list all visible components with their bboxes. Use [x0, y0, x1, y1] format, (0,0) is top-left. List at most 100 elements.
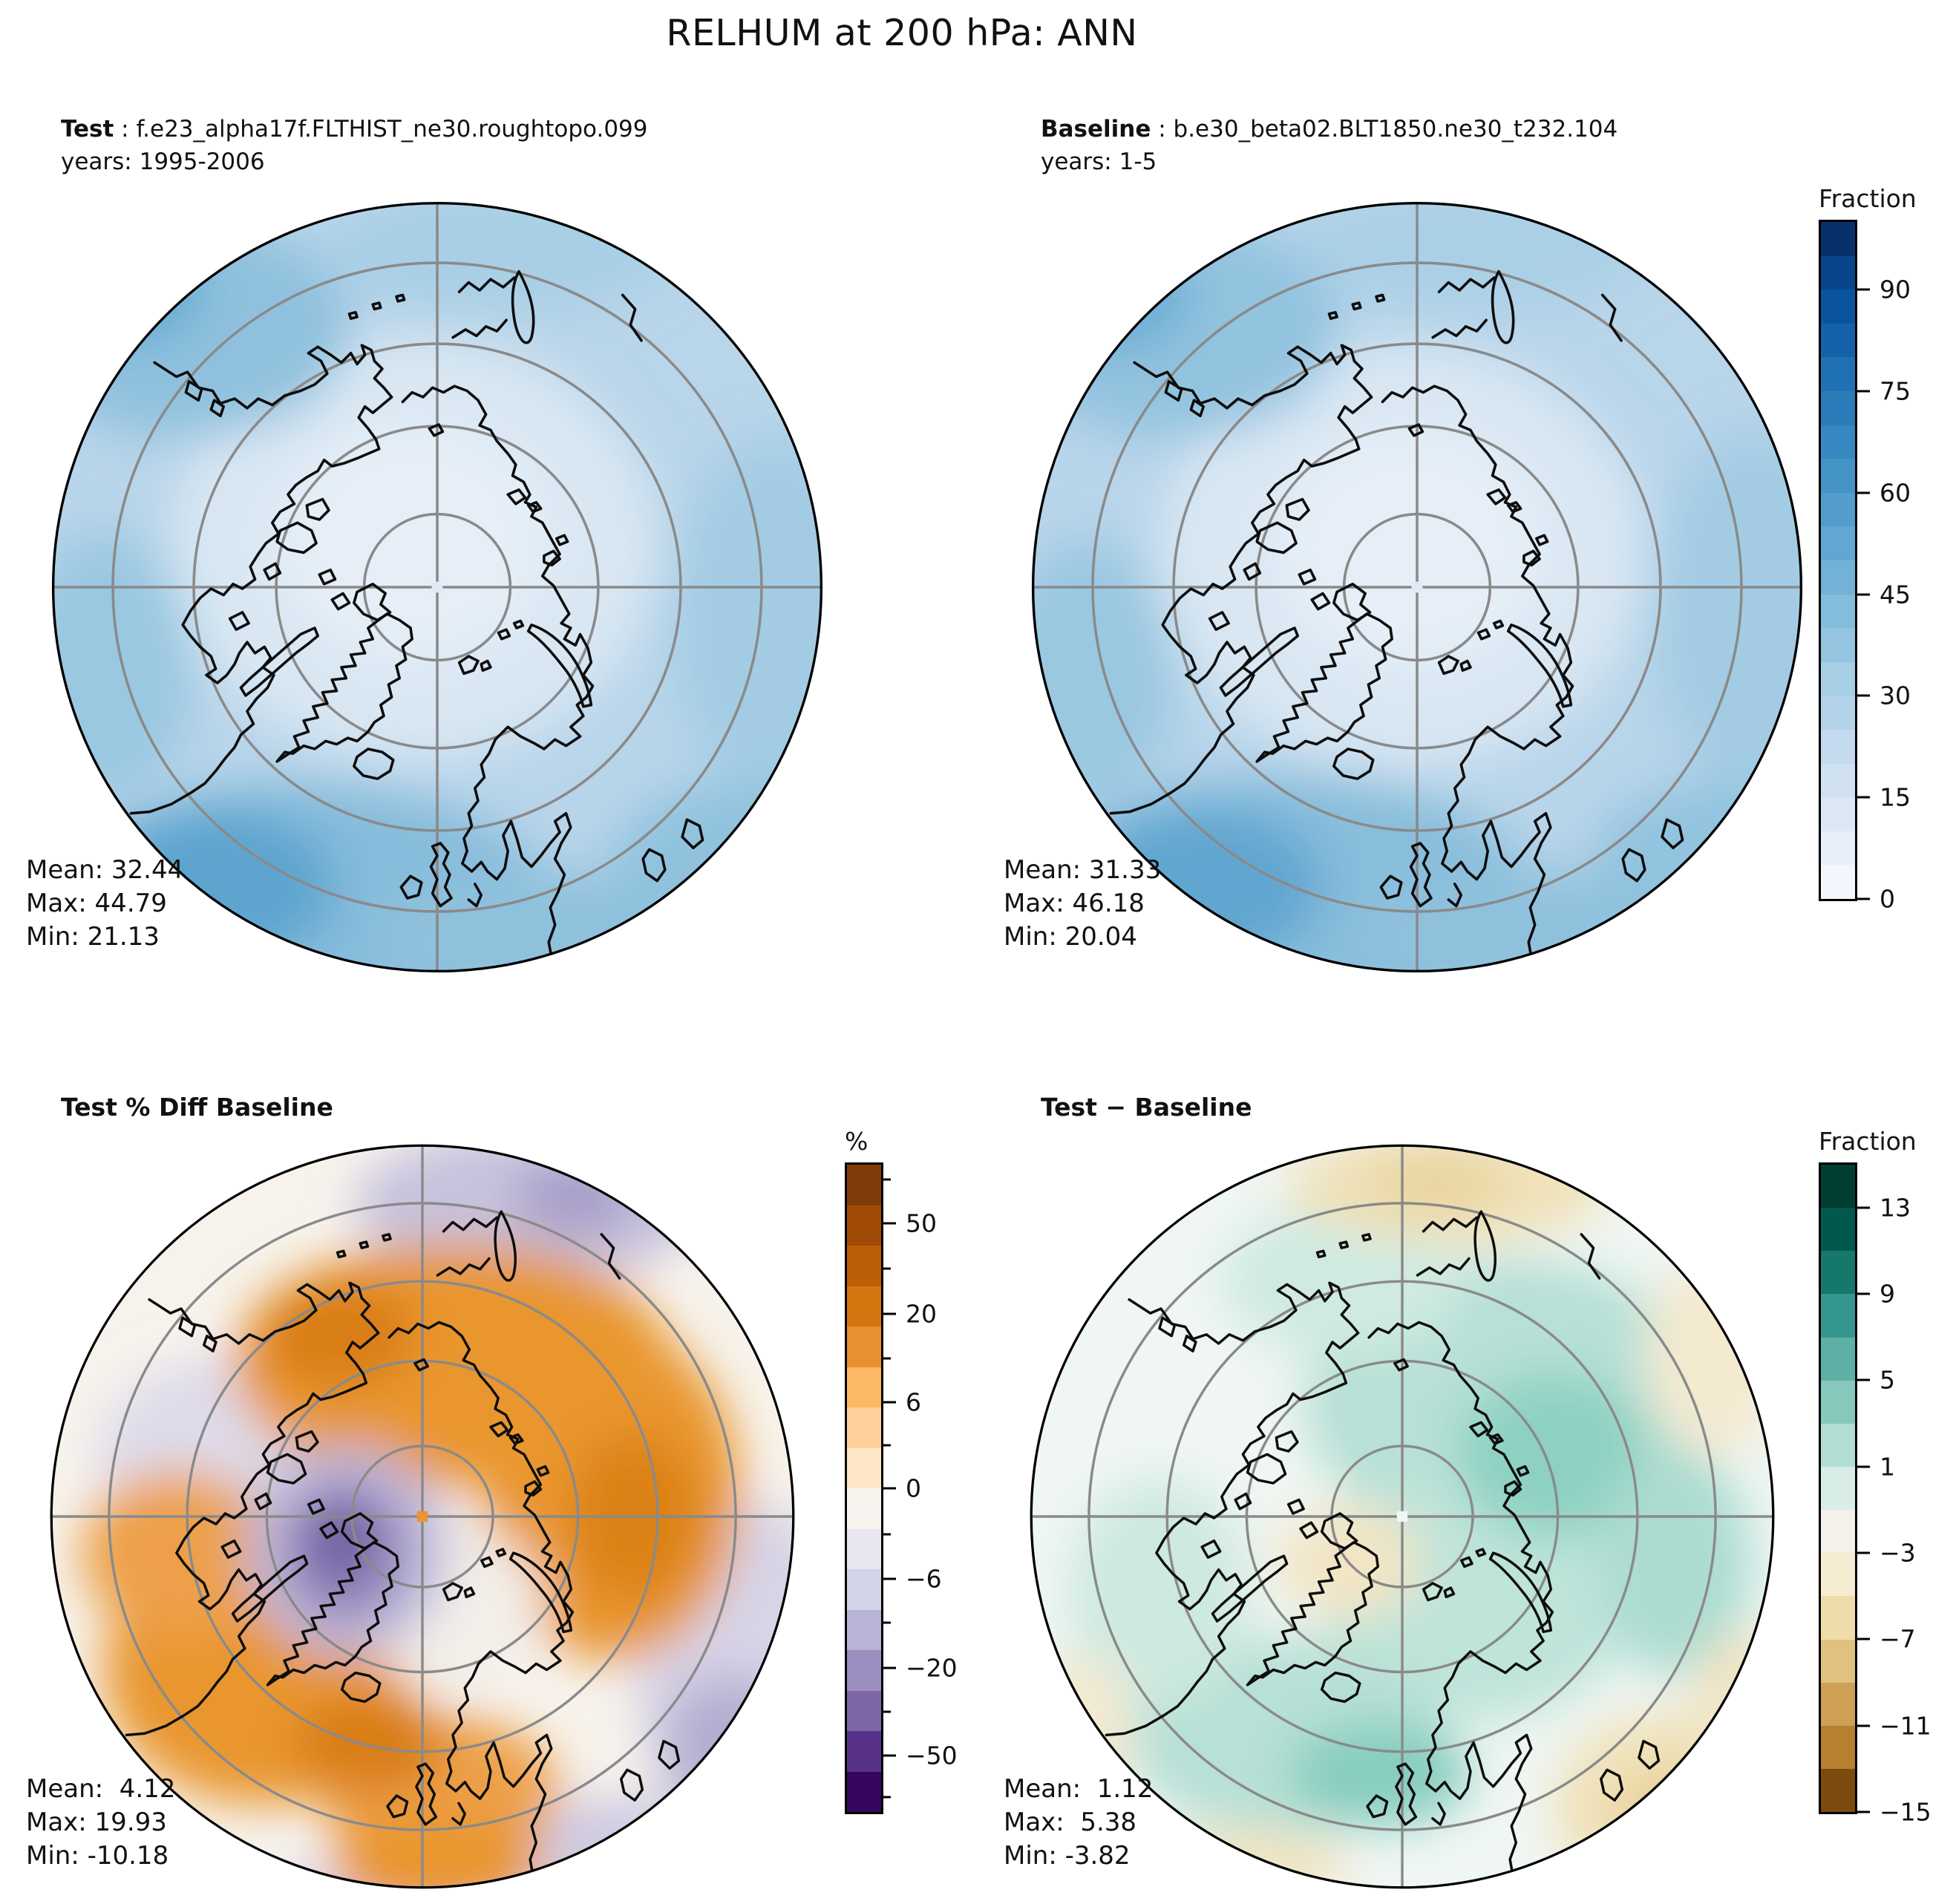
colorbar-tick [1857, 1378, 1870, 1381]
pct-diff-max: Max: 19.93 [26, 1808, 167, 1837]
colorbar-tick [883, 1487, 896, 1490]
colorbar-bar [845, 1162, 883, 1814]
colorbar-tick [1857, 390, 1870, 393]
pct-diff-title: Test % Diff Baseline [61, 1093, 333, 1122]
colorbar-tick-label: 5 [1880, 1365, 1895, 1395]
colorbar-tick-label: 60 [1880, 478, 1911, 508]
colorbar-tick-label: 13 [1880, 1193, 1911, 1223]
colorbar-segment [1821, 729, 1855, 764]
test-header: Test : f.e23_alpha17f.FLTHIST_ne30.rough… [61, 113, 648, 178]
test-min: Min: 21.13 [26, 922, 160, 952]
colorbar-segment [847, 1569, 881, 1610]
colorbar-tick [1857, 1638, 1870, 1640]
baseline-header: Baseline : b.e30_beta02.BLT1850.ne30_t23… [1041, 113, 1618, 178]
colorbar-segment [847, 1528, 881, 1569]
colorbar-segment [1821, 323, 1855, 358]
colorbar-minor-tick [883, 1533, 891, 1536]
colorbar-tick-label: −15 [1880, 1797, 1932, 1827]
colorbar-tick [883, 1666, 896, 1669]
colorbar-segment [1821, 1725, 1855, 1769]
test-run-name: : f.e23_alpha17f.FLTHIST_ne30.roughtopo.… [114, 116, 648, 143]
test-years: years: 1995-2006 [61, 148, 265, 175]
colorbar-tick [1857, 1292, 1870, 1295]
baseline-min: Min: 20.04 [1004, 922, 1137, 952]
colorbar-tick-label: −11 [1880, 1711, 1932, 1741]
test-stats: Mean: 32.44 Max: 44.79 Min: 21.13 [26, 854, 183, 954]
colorbar-tick [883, 1401, 896, 1404]
colorbar-tick-label: 0 [906, 1473, 921, 1503]
colorbar-tick [1857, 1810, 1870, 1813]
baseline-max: Max: 46.18 [1004, 889, 1145, 918]
map-test [51, 201, 823, 973]
colorbar-segment [1821, 1510, 1855, 1554]
colorbar-tick [1857, 694, 1870, 697]
colorbar-tick [1857, 1206, 1870, 1209]
colorbar-tick-label: 30 [1880, 681, 1911, 710]
colorbar-segment [1821, 1380, 1855, 1424]
colorbar-segment [1821, 526, 1855, 560]
test-mean: Mean: 32.44 [26, 855, 184, 885]
colorbar-segment [1821, 594, 1855, 629]
colorbar-minor-tick [883, 1621, 891, 1624]
colorbar-tick-label: 6 [906, 1387, 921, 1417]
map-diff [1030, 1144, 1775, 1889]
colorbar-tick-label: −50 [906, 1741, 958, 1770]
colorbar-segment [847, 1367, 881, 1407]
colorbar-segment [847, 1407, 881, 1448]
colorbar-segment [1821, 1682, 1855, 1726]
colorbar-segment [1821, 492, 1855, 527]
colorbar-tick [1857, 593, 1870, 596]
colorbar-title: % [845, 1127, 869, 1156]
colorbar-tick-label: 9 [1880, 1279, 1895, 1309]
colorbar-segment [1821, 255, 1855, 290]
colorbar-tick-label: −3 [1880, 1538, 1916, 1568]
baseline-stats: Mean: 31.33 Max: 46.18 Min: 20.04 [1004, 854, 1161, 954]
colorbar-segment [1821, 1337, 1855, 1381]
colorbar-segment [847, 1205, 881, 1246]
diff-max: Max: 5.38 [1004, 1808, 1137, 1837]
colorbar-minor-tick [883, 1710, 891, 1713]
figure-title: RELHUM at 200 hPa: ANN [666, 12, 1138, 54]
colorbar-tick-label: 45 [1880, 580, 1911, 609]
colorbar-segment [847, 1609, 881, 1650]
map-pct-diff [50, 1144, 795, 1889]
colorbar-tick [1857, 491, 1870, 494]
baseline-label: Baseline [1041, 116, 1151, 143]
colorbar-segment [847, 1286, 881, 1326]
pct-diff-min: Min: -10.18 [26, 1841, 169, 1871]
colorbar-tick [1857, 1724, 1870, 1727]
colorbar-tick-label: 0 [1880, 884, 1895, 914]
colorbar-tick [1857, 897, 1870, 900]
colorbar-segment [847, 1731, 881, 1772]
colorbar-segment [1821, 1294, 1855, 1338]
colorbar-segment [1821, 1466, 1855, 1511]
colorbar-minor-tick [883, 1357, 891, 1360]
colorbar-segment [1821, 831, 1855, 866]
colorbar-segment [1821, 289, 1855, 324]
colorbar-percent: % 50 20 6 0 −6 −20 −50 [845, 1127, 958, 1814]
baseline-years: years: 1-5 [1041, 148, 1157, 175]
colorbar-tick-label: 50 [906, 1208, 937, 1238]
colorbar-segment [1821, 1208, 1855, 1252]
colorbar-minor-tick [883, 1444, 891, 1447]
colorbar-segment [847, 1326, 881, 1367]
colorbar-tick-label: −20 [906, 1653, 958, 1683]
colorbar-segment [1821, 425, 1855, 459]
map-boundary [51, 201, 823, 973]
colorbar-segment [1821, 222, 1855, 256]
colorbar-fraction-top: Fraction 90 75 60 45 30 15 0 [1819, 184, 1917, 914]
colorbar-tick-label: 20 [906, 1299, 937, 1329]
colorbar-tick [1857, 1551, 1870, 1554]
colorbar-title: Fraction [1819, 184, 1917, 213]
colorbar-segment [1821, 390, 1855, 425]
colorbar-segment [1821, 1768, 1855, 1813]
colorbar-segment [847, 1447, 881, 1488]
colorbar-tick [883, 1312, 896, 1315]
colorbar-minor-tick [883, 1796, 891, 1799]
colorbar-segment [847, 1690, 881, 1731]
colorbar-segment [847, 1488, 881, 1529]
colorbar-minor-tick [883, 1267, 891, 1270]
colorbar-segment [1821, 763, 1855, 798]
colorbar-segment [1821, 1553, 1855, 1597]
